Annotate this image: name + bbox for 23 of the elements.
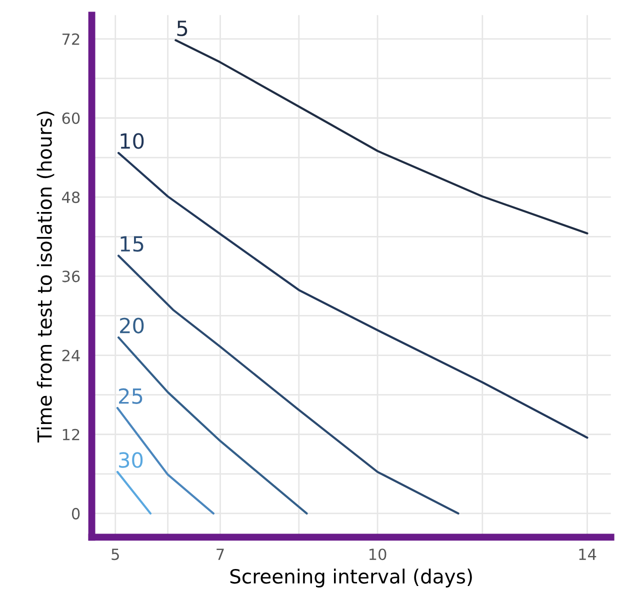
x-tick-label: 10 (369, 548, 386, 560)
x-tick-label: 5 (112, 548, 119, 560)
line-series (117, 152, 588, 439)
line-series (117, 336, 308, 515)
y-tick-label: 72 (62, 33, 80, 45)
series-label: 5 (177, 20, 188, 36)
x-tick-label: 14 (579, 548, 596, 560)
y-tick-label: 36 (62, 270, 80, 282)
line-series (174, 39, 588, 234)
y-tick-label: 0 (72, 508, 80, 520)
series-label: 30 (119, 452, 143, 468)
series-label: 15 (120, 236, 144, 252)
series-label: 20 (120, 318, 144, 334)
y-tick-label: 48 (62, 192, 80, 204)
line-series (117, 254, 460, 515)
y-tick-label: 60 (62, 112, 80, 124)
y-axis-title: Time from test to isolation (hours) (36, 112, 54, 442)
series-label: 10 (120, 133, 144, 149)
y-tick-label: 24 (62, 350, 80, 362)
series-label: 25 (119, 388, 142, 404)
y-tick-label: 12 (62, 428, 80, 440)
x-axis-title: Screening interval (days) (230, 568, 472, 588)
x-tick-label: 7 (216, 548, 224, 560)
